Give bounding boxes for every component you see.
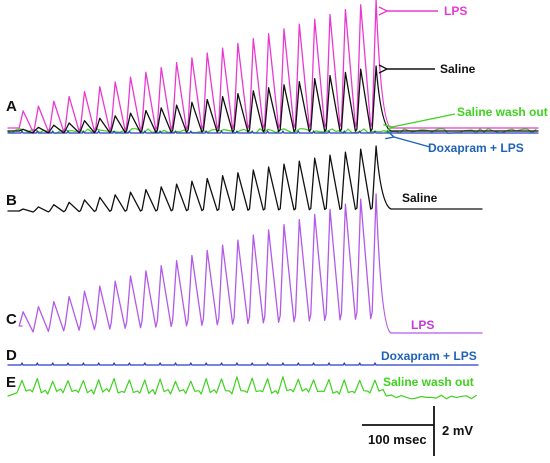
scale-bar: 100 msec 2 mV	[362, 406, 473, 456]
panel-letter-b: B	[6, 192, 17, 209]
panel-d-label: Doxapram + LPS	[381, 349, 477, 363]
saline-wash-out-arrow	[392, 113, 456, 127]
panel-letter-e: E	[6, 374, 16, 391]
scale-bar-time-label: 100 msec	[368, 432, 427, 447]
overlay-label-saline: Saline	[440, 62, 476, 76]
overlay-label-lps: LPS	[444, 4, 467, 18]
panel-c-label: LPS	[411, 318, 434, 332]
panel-e-label: Saline wash out	[383, 375, 474, 389]
doxapram-lps-arrow	[394, 137, 431, 148]
panel-a: LPS Saline Saline wash out Doxapram + LP…	[7, 0, 548, 155]
panel-d-doxapram-lps-trace	[7, 362, 479, 366]
panel-letter-a: A	[6, 98, 17, 115]
panel-a-saline-trace	[7, 65, 539, 134]
panel-letter-d: D	[6, 347, 17, 364]
overlay-label-saline-wash-out: Saline wash out	[457, 105, 548, 119]
panel-b-label: Saline	[402, 191, 438, 205]
scale-bar-voltage-label: 2 mV	[442, 423, 473, 438]
panel-a-doxapram-lps-trace	[7, 130, 539, 134]
panel-e-saline-wash-out-trace	[7, 376, 477, 400]
panel-c-lps-trace	[18, 193, 483, 334]
overlay-label-doxapram-lps: Doxapram + LPS	[428, 141, 524, 155]
panel-letter-c: C	[6, 311, 17, 328]
panel-b-saline-trace	[7, 145, 483, 213]
